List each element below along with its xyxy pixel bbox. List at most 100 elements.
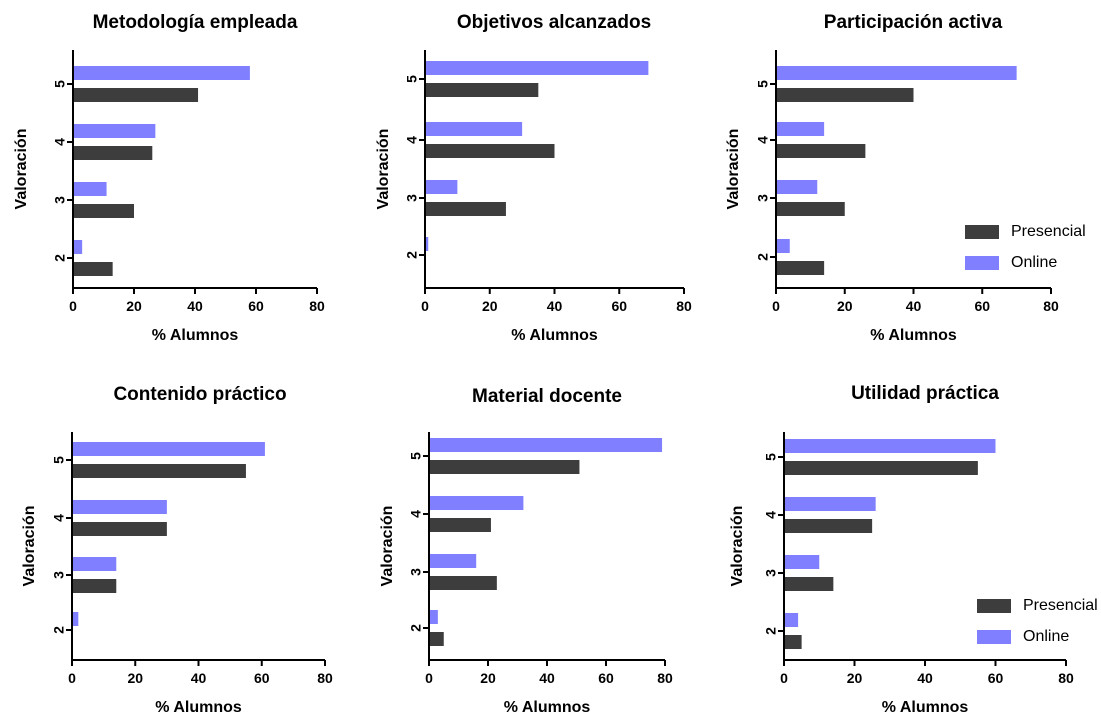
bar-online-2 xyxy=(429,610,438,624)
x-tick-label: 0 xyxy=(68,670,76,686)
x-tick-label: 60 xyxy=(248,298,264,314)
x-axis-label: % Alumnos xyxy=(155,699,242,716)
x-tick-label: 80 xyxy=(317,670,333,686)
x-axis-label: % Alumnos xyxy=(870,327,957,344)
y-tick-label: 2 xyxy=(404,251,420,259)
y-tick-label: 3 xyxy=(763,569,779,577)
bar-online-3 xyxy=(72,557,117,571)
y-tick-label: 3 xyxy=(51,571,67,579)
y-tick-label: 3 xyxy=(404,194,420,202)
bar-presencial-5 xyxy=(784,461,978,475)
bar-presencial-3 xyxy=(776,202,845,216)
x-tick-label: 40 xyxy=(917,670,933,686)
bar-online-2 xyxy=(425,237,429,251)
bar-presencial-5 xyxy=(72,464,246,478)
x-tick-label: 60 xyxy=(598,670,614,686)
bar-presencial-5 xyxy=(425,83,539,97)
bar-online-2 xyxy=(73,240,83,254)
y-tick-label: 2 xyxy=(763,627,779,635)
x-axis-label: % Alumnos xyxy=(504,699,591,716)
y-tick-label: 4 xyxy=(408,510,424,518)
x-axis-label: % Alumnos xyxy=(882,699,969,716)
bar-presencial-4 xyxy=(72,522,167,536)
chart-title: Utilidad práctica xyxy=(851,383,999,404)
y-axis-label: Valoración xyxy=(21,506,38,587)
bar-presencial-3 xyxy=(784,577,834,591)
x-tick-label: 80 xyxy=(309,298,325,314)
x-tick-label: 80 xyxy=(676,298,692,314)
bar-presencial-5 xyxy=(776,88,914,102)
y-tick-label: 5 xyxy=(763,453,779,461)
bar-online-4 xyxy=(784,497,876,511)
y-tick-label: 5 xyxy=(404,75,420,83)
y-tick-label: 5 xyxy=(52,80,68,88)
y-tick-label: 4 xyxy=(763,511,779,519)
y-tick-label: 4 xyxy=(404,136,420,144)
bar-online-2 xyxy=(72,612,79,626)
chart-title: Contenido práctico xyxy=(113,384,286,405)
x-tick-label: 60 xyxy=(611,298,627,314)
bar-presencial-2 xyxy=(73,262,113,276)
x-tick-label: 0 xyxy=(780,670,788,686)
legend-swatch-presencial xyxy=(977,599,1011,613)
y-tick-label: 4 xyxy=(755,136,771,144)
bar-presencial-4 xyxy=(73,146,153,160)
legend-label-online: Online xyxy=(1011,254,1057,271)
bar-presencial-4 xyxy=(425,144,555,158)
x-tick-label: 40 xyxy=(539,670,555,686)
bar-online-5 xyxy=(425,61,649,75)
x-tick-label: 20 xyxy=(126,298,142,314)
bar-presencial-3 xyxy=(429,576,497,590)
x-tick-label: 20 xyxy=(847,670,863,686)
y-axis-label: Valoración xyxy=(729,506,746,587)
y-tick-label: 4 xyxy=(52,138,68,146)
y-axis-label: Valoración xyxy=(379,506,396,587)
chart-title: Objetivos alcanzados xyxy=(457,12,651,33)
x-tick-label: 60 xyxy=(254,670,270,686)
bar-online-4 xyxy=(429,496,524,510)
chart-panel-6: Utilidad práctica 0 20 40 60 80 5 4 3 2 % Alumnos V… xyxy=(729,383,1097,716)
x-tick-label: 80 xyxy=(1058,670,1074,686)
bar-presencial-3 xyxy=(73,204,134,218)
x-tick-label: 0 xyxy=(421,298,429,314)
bar-online-5 xyxy=(776,66,1017,80)
bar-online-3 xyxy=(73,182,107,196)
bar-presencial-2 xyxy=(429,632,444,646)
chart-panel-3: Participación activa 0 20 40 60 80 5 4 3 2 % Alumn… xyxy=(725,12,1085,344)
bar-online-4 xyxy=(776,122,825,136)
bar-online-2 xyxy=(784,613,799,627)
chart-legend: Presencial Online xyxy=(965,223,1086,271)
x-tick-label: 20 xyxy=(480,670,496,686)
x-tick-label: 20 xyxy=(482,298,498,314)
x-tick-label: 0 xyxy=(772,298,780,314)
y-tick-label: 3 xyxy=(408,568,424,576)
y-tick-label: 2 xyxy=(755,253,771,261)
y-axis-label: Valoración xyxy=(13,129,30,210)
bar-online-2 xyxy=(776,239,790,253)
y-axis-label: Valoración xyxy=(375,129,392,210)
chart-title: Participación activa xyxy=(824,12,1003,33)
x-tick-label: 40 xyxy=(191,670,207,686)
legend-label-online: Online xyxy=(1023,628,1069,645)
bar-online-5 xyxy=(429,438,663,452)
bar-online-3 xyxy=(776,180,818,194)
bar-online-5 xyxy=(784,439,996,453)
x-tick-label: 40 xyxy=(906,298,922,314)
y-tick-label: 2 xyxy=(408,624,424,632)
x-tick-label: 40 xyxy=(187,298,203,314)
bar-online-5 xyxy=(72,442,265,456)
x-tick-label: 20 xyxy=(837,298,853,314)
y-tick-label: 5 xyxy=(755,80,771,88)
legend-swatch-online xyxy=(977,630,1011,644)
chart-title: Material docente xyxy=(472,386,622,407)
bar-presencial-2 xyxy=(784,635,802,649)
y-tick-label: 2 xyxy=(51,626,67,634)
legend-swatch-presencial xyxy=(965,225,999,239)
bar-presencial-4 xyxy=(429,518,491,532)
legend-swatch-online xyxy=(965,256,999,270)
bar-online-4 xyxy=(73,124,156,138)
bar-online-4 xyxy=(425,122,523,136)
bar-presencial-5 xyxy=(429,460,580,474)
bar-presencial-4 xyxy=(784,519,873,533)
